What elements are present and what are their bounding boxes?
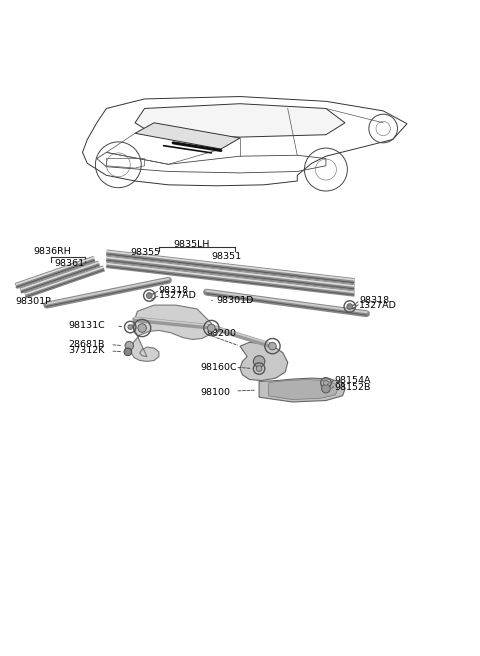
Text: 98318: 98318 bbox=[360, 296, 389, 305]
Polygon shape bbox=[240, 342, 288, 380]
Text: 1327AD: 1327AD bbox=[360, 300, 397, 310]
Text: 9835LH: 9835LH bbox=[173, 240, 210, 249]
Text: 98318: 98318 bbox=[159, 286, 189, 295]
Circle shape bbox=[322, 384, 330, 393]
Polygon shape bbox=[135, 104, 345, 137]
Text: 98100: 98100 bbox=[201, 388, 231, 397]
Text: 98152B: 98152B bbox=[335, 383, 371, 392]
Circle shape bbox=[269, 342, 276, 350]
Polygon shape bbox=[259, 378, 345, 402]
Text: 28681B: 28681B bbox=[68, 340, 105, 349]
Circle shape bbox=[324, 380, 328, 385]
Polygon shape bbox=[269, 380, 338, 400]
Text: 98160C: 98160C bbox=[201, 363, 238, 372]
Polygon shape bbox=[135, 123, 240, 149]
Text: 98351: 98351 bbox=[211, 252, 241, 261]
Circle shape bbox=[256, 365, 262, 371]
Text: 98361: 98361 bbox=[54, 259, 84, 268]
Circle shape bbox=[146, 293, 152, 298]
Text: 98301D: 98301D bbox=[216, 296, 253, 305]
Text: 98154A: 98154A bbox=[335, 376, 371, 385]
Polygon shape bbox=[131, 305, 214, 361]
Circle shape bbox=[128, 325, 132, 329]
Text: 37312K: 37312K bbox=[68, 346, 105, 356]
Text: 9836RH: 9836RH bbox=[34, 247, 72, 256]
Text: 1327AD: 1327AD bbox=[159, 291, 197, 300]
Text: 98355: 98355 bbox=[130, 248, 160, 257]
Circle shape bbox=[253, 356, 265, 367]
Text: 98301P: 98301P bbox=[16, 297, 51, 306]
Circle shape bbox=[124, 348, 132, 356]
Circle shape bbox=[347, 304, 353, 310]
Text: 98131C: 98131C bbox=[68, 321, 105, 330]
Circle shape bbox=[138, 323, 146, 333]
Circle shape bbox=[125, 341, 133, 350]
Text: 98200: 98200 bbox=[206, 329, 237, 338]
Circle shape bbox=[207, 324, 215, 332]
